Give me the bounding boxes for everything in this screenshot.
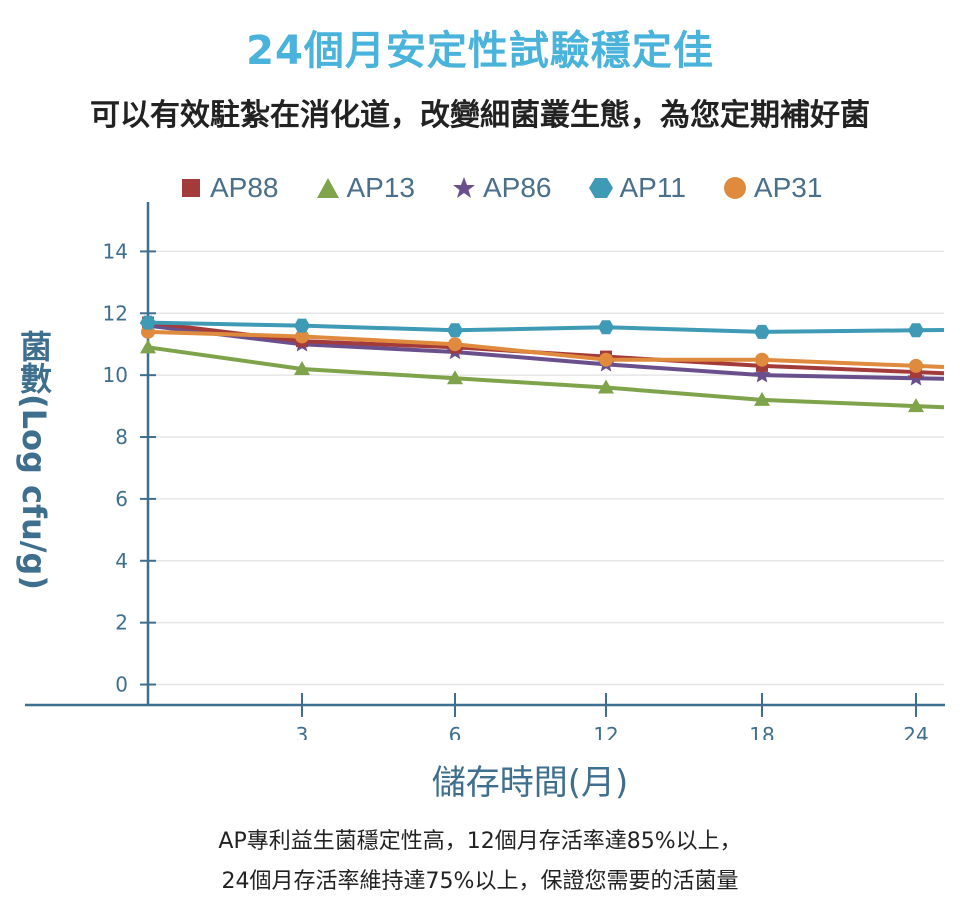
y-tick-label: 12 xyxy=(103,301,128,325)
y-tick-label: 14 xyxy=(103,239,128,263)
y-tick-label: 2 xyxy=(115,611,128,635)
data-point-ap11 xyxy=(908,323,924,338)
y-axis-label: 菌數(Log cfu/g) xyxy=(15,330,53,590)
footnote-line-1: AP專利益生菌穩定性高，12個月存活率達85%以上， xyxy=(218,829,742,854)
page-subtitle: 可以有效駐紮在消化道，改變細菌叢生態，為您定期補好菌 xyxy=(90,98,870,133)
data-point-ap11 xyxy=(447,323,463,338)
y-tick-label: 8 xyxy=(115,425,128,449)
x-tick-label: 6 xyxy=(449,723,462,740)
hexagon-marker-icon xyxy=(588,178,613,198)
data-point-ap13 xyxy=(908,398,924,413)
y-tick-label: 4 xyxy=(115,549,128,573)
legend-item-ap11: AP11 xyxy=(588,172,686,204)
x-axis-label: 儲存時間(月) xyxy=(431,763,629,803)
data-point-ap31 xyxy=(599,352,613,367)
legend-item-ap86: AP86 xyxy=(451,172,552,204)
legend-label: AP86 xyxy=(483,172,552,203)
x-tick-label: 12 xyxy=(593,723,618,740)
data-point-ap13 xyxy=(140,339,156,354)
data-point-ap31 xyxy=(755,352,769,367)
x-tick-label: 18 xyxy=(749,723,774,740)
data-point-ap13 xyxy=(294,360,310,375)
x-axis-label-wrap: 儲存時間(月) xyxy=(0,755,960,804)
legend-item-ap13: AP13 xyxy=(315,172,416,204)
y-tick-label: 10 xyxy=(103,363,128,387)
legend-label: AP88 xyxy=(210,172,279,203)
data-point-ap13 xyxy=(447,370,463,385)
data-point-ap86 xyxy=(753,366,771,383)
legend-label: AP11 xyxy=(619,172,686,203)
legend-label: AP13 xyxy=(346,172,416,203)
x-tick-label: 24 xyxy=(903,723,928,740)
page-title: 24個月安定性試驗穩定佳 xyxy=(246,28,714,74)
legend-label: AP31 xyxy=(753,172,823,203)
x-tick-label: 3 xyxy=(296,723,309,740)
data-point-ap13 xyxy=(754,391,770,406)
series-line-ap11 xyxy=(147,320,945,334)
y-tick-label: 6 xyxy=(115,487,128,511)
data-point-ap13 xyxy=(598,379,614,394)
footnote-line-2: 24個月存活率維持達75%以上，保證您需要的活菌量 xyxy=(221,869,739,894)
data-point-ap11 xyxy=(294,318,310,333)
square-marker-icon xyxy=(182,179,200,197)
data-point-ap11 xyxy=(140,315,156,330)
series-line-ap31 xyxy=(147,329,945,369)
footnote: AP專利益生菌穩定性高，12個月存活率達85%以上， 24個月存活率維持達75%… xyxy=(0,822,960,902)
data-point-ap11 xyxy=(754,324,770,339)
chart-legend: AP88 AP13 AP86 AP11 AP31 xyxy=(178,170,938,206)
y-tick-label: 0 xyxy=(115,673,128,697)
data-point-ap31 xyxy=(295,329,309,344)
legend-item-ap31: AP31 xyxy=(722,172,823,204)
star-marker-icon xyxy=(453,177,475,198)
circle-marker-icon xyxy=(723,177,746,199)
triangle-marker-icon xyxy=(316,178,339,198)
data-point-ap31 xyxy=(909,358,923,373)
data-point-ap11 xyxy=(598,320,614,335)
data-point-ap31 xyxy=(448,337,462,352)
legend-item-ap88: AP88 xyxy=(178,172,279,204)
